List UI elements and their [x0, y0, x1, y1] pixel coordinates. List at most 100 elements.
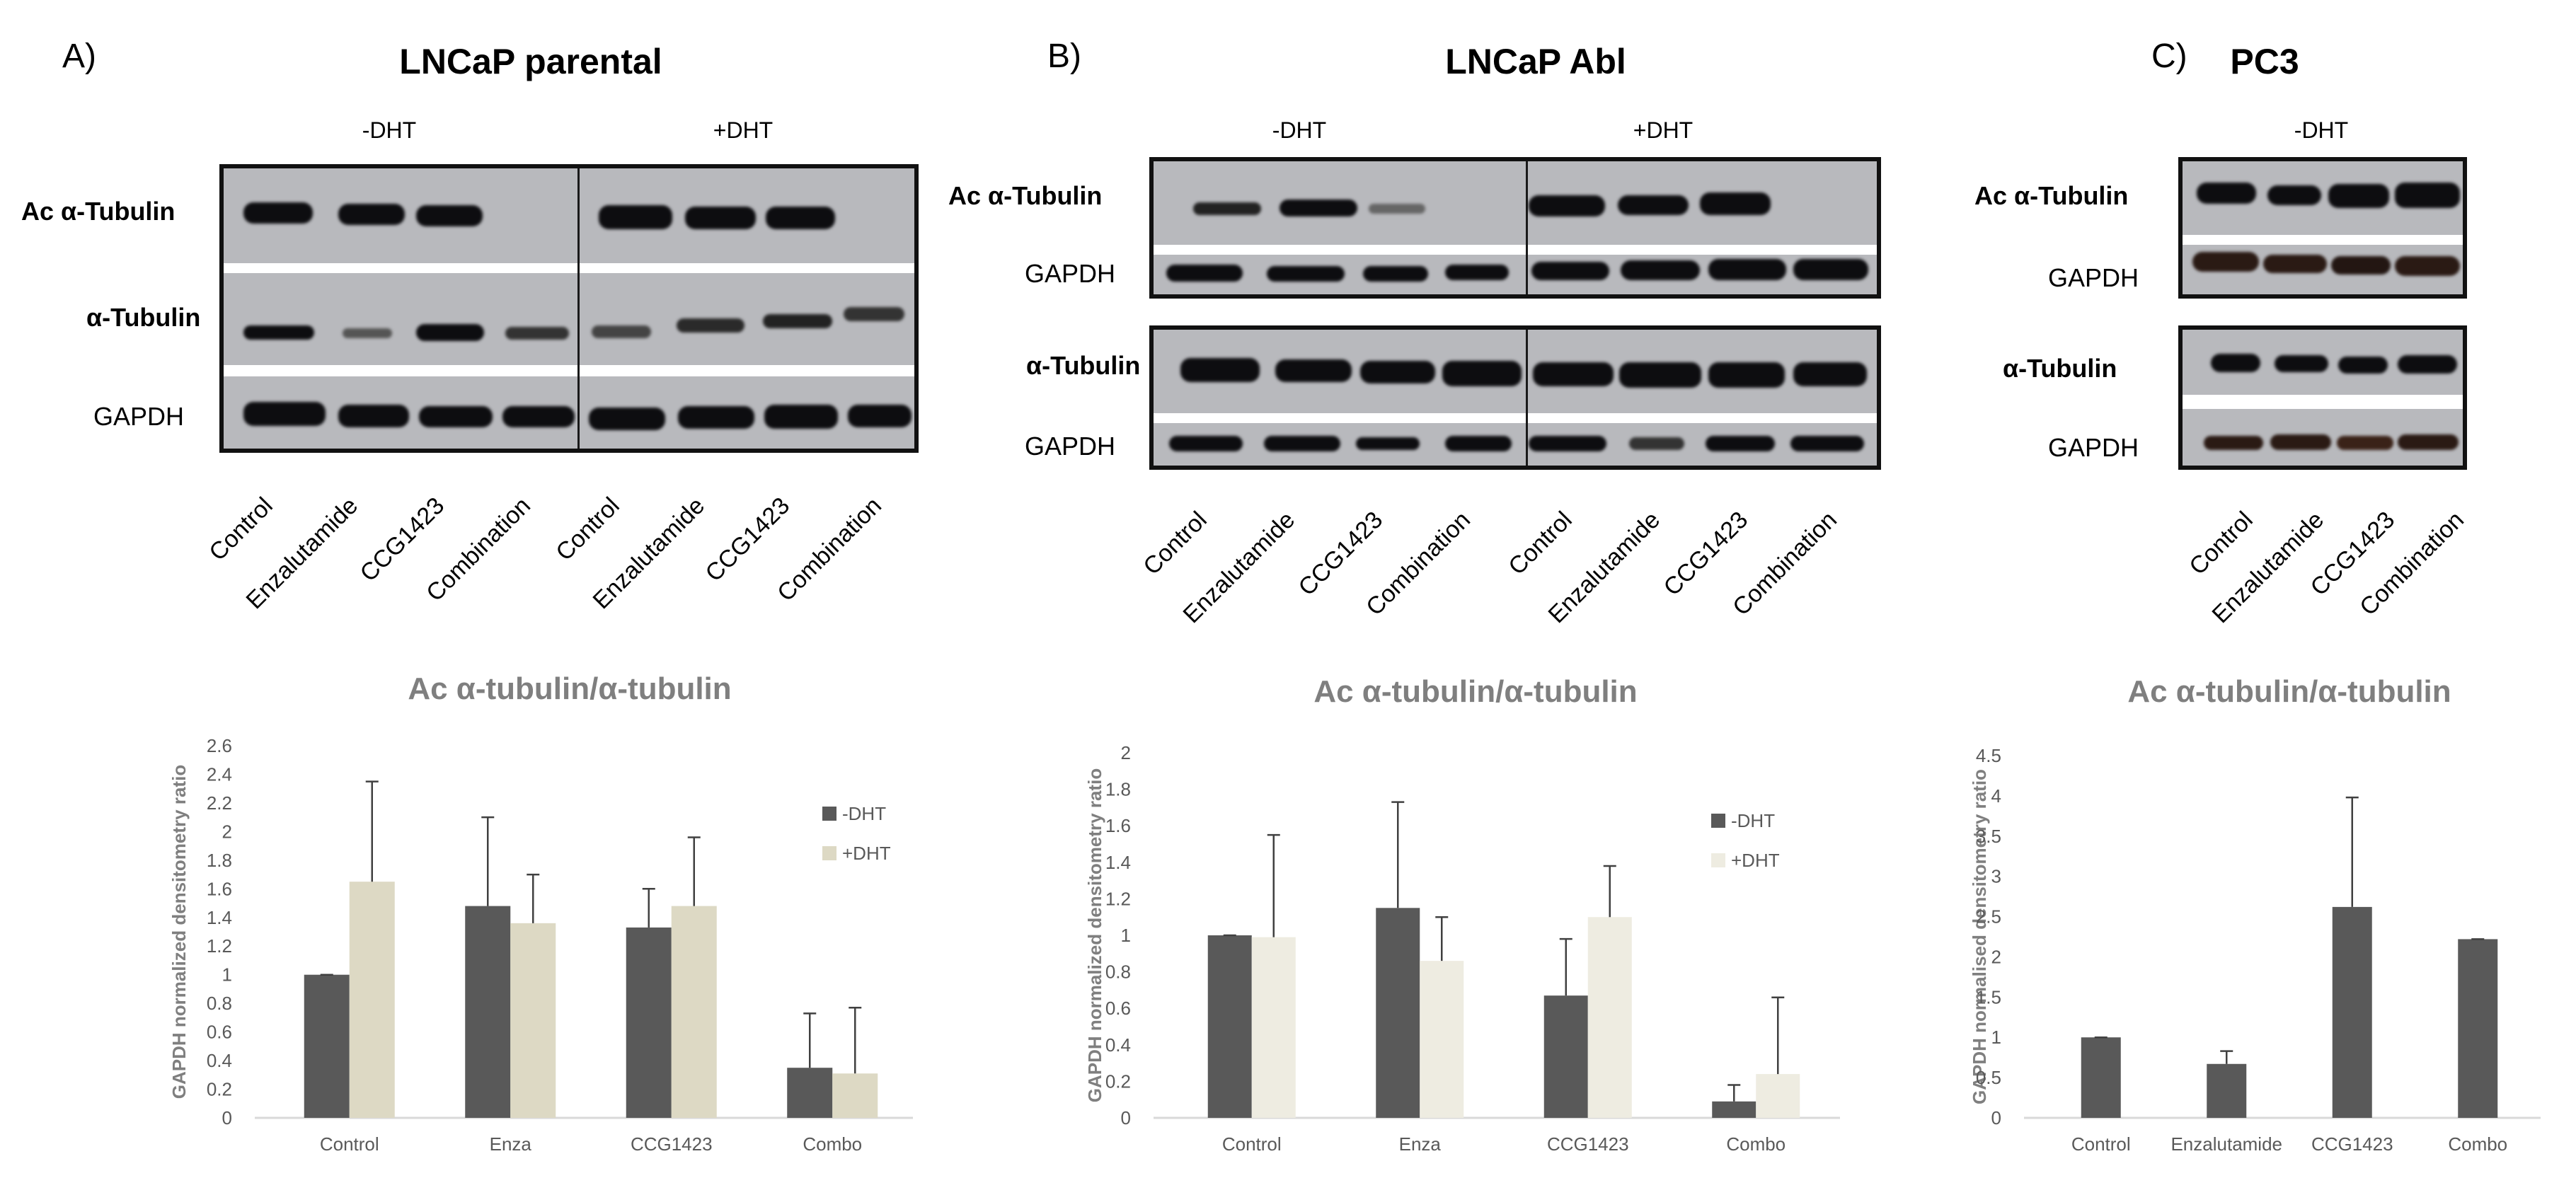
band — [1618, 195, 1689, 215]
band — [1533, 362, 1614, 386]
panel-b-blot-separator — [1154, 413, 1877, 423]
panel-a-blot-divider — [577, 168, 580, 449]
panel-b-row-gapdh-2: GAPDH — [1025, 432, 1116, 461]
panel-c-row-gapdh: GAPDH — [2048, 263, 2139, 292]
band — [1360, 361, 1435, 383]
bar — [2081, 1037, 2121, 1118]
band — [2331, 256, 2391, 275]
bar — [1251, 937, 1296, 1118]
bar — [671, 906, 717, 1118]
y-tick-label: 0.4 — [1105, 1034, 1131, 1056]
bar — [626, 927, 672, 1118]
band — [2328, 184, 2389, 208]
band — [1363, 266, 1428, 282]
x-tick-label: Control — [320, 1133, 379, 1155]
band — [592, 325, 651, 338]
band — [2275, 355, 2328, 372]
band — [2398, 355, 2457, 374]
bar — [1756, 1074, 1800, 1118]
band — [1264, 436, 1340, 451]
band — [1275, 359, 1352, 382]
x-tick-label: Combo — [2448, 1133, 2507, 1155]
band — [338, 204, 405, 225]
band — [243, 202, 313, 224]
legend-swatch — [822, 846, 836, 860]
band — [677, 318, 744, 333]
y-tick-label: 0.6 — [1105, 998, 1131, 1019]
band — [505, 327, 569, 340]
band — [844, 307, 904, 321]
band — [343, 328, 392, 338]
panel-a-cond-minus: -DHT — [362, 117, 417, 143]
panel-b-blot-divider — [1526, 161, 1528, 294]
bar — [1420, 961, 1464, 1118]
band — [2395, 256, 2460, 276]
legend-swatch — [822, 807, 836, 821]
legend-label: -DHT — [842, 803, 886, 824]
bar — [832, 1073, 878, 1118]
band — [2197, 183, 2256, 204]
y-tick-label: 1.2 — [207, 935, 232, 957]
panel-b-blot-bottom — [1149, 325, 1881, 470]
bar — [304, 974, 350, 1118]
panel-b-blot-top — [1149, 157, 1881, 299]
y-tick-label: 1 — [222, 964, 232, 986]
y-tick-label: 0.8 — [207, 993, 232, 1014]
bar — [349, 882, 395, 1118]
band — [2337, 436, 2393, 450]
panel-a-title: LNCaP parental — [399, 42, 662, 81]
panel-a-blot-separator — [224, 365, 914, 376]
band — [1793, 362, 1867, 386]
band — [1169, 436, 1243, 451]
band — [1356, 437, 1420, 450]
x-tick-label: CCG1423 — [1547, 1133, 1629, 1155]
legend-swatch — [1711, 814, 1725, 828]
panel-c-blot-separator — [2183, 395, 2463, 409]
x-tick-label: Control — [2071, 1133, 2131, 1155]
band — [1790, 436, 1864, 451]
y-tick-label: 2.4 — [207, 763, 232, 785]
bar — [787, 1068, 833, 1118]
chart-title: Ac α-tubulin/α-tubulin — [1313, 674, 1637, 709]
x-tick-label: Combo — [1726, 1133, 1786, 1155]
band — [2211, 354, 2260, 372]
x-tick-label: Enzalutamide — [2170, 1133, 2282, 1155]
y-tick-label: 1.6 — [1105, 815, 1131, 836]
y-tick-label: 3 — [1991, 866, 2001, 887]
band — [1793, 259, 1868, 280]
band — [599, 205, 672, 229]
band — [1708, 362, 1785, 388]
bar — [1712, 1101, 1756, 1118]
y-axis-label: GAPDH normalized densitometry ratio — [1084, 768, 1105, 1102]
panel-c-title: PC3 — [2230, 42, 2299, 81]
panel-a-blot — [219, 164, 919, 453]
panel-b-cond-plus: +DHT — [1633, 117, 1694, 143]
panel-a-letter: A) — [62, 37, 96, 75]
bar — [2207, 1063, 2247, 1118]
x-tick-label: Enza — [490, 1133, 532, 1155]
panel-b-blot-divider — [1526, 330, 1528, 466]
legend-label: +DHT — [1731, 850, 1780, 871]
y-tick-label: 2 — [1121, 742, 1131, 763]
band — [416, 324, 484, 341]
bar — [465, 906, 511, 1118]
y-tick-label: 0.5 — [1976, 1067, 2001, 1088]
panel-c-cond-minus: -DHT — [2294, 117, 2349, 143]
y-tick-label: 2 — [222, 821, 232, 842]
y-axis-label: GAPDH normalized densitometry ratio — [168, 765, 190, 1099]
y-tick-label: 1.8 — [1105, 779, 1131, 800]
x-tick-label: Combo — [803, 1133, 862, 1155]
band — [1621, 260, 1700, 280]
legend-label: -DHT — [1731, 810, 1775, 831]
y-tick-label: 0.2 — [207, 1079, 232, 1100]
x-tick-label: Enza — [1399, 1133, 1442, 1155]
band — [243, 325, 314, 340]
chart-title: Ac α-tubulin/α-tubulin — [2127, 674, 2451, 709]
band — [2398, 434, 2459, 450]
band — [1193, 202, 1261, 215]
y-tick-label: 2.2 — [207, 792, 232, 814]
bar — [2332, 906, 2372, 1118]
band — [1529, 195, 1605, 216]
chart-title: Ac α-tubulin/α-tubulin — [408, 671, 731, 706]
